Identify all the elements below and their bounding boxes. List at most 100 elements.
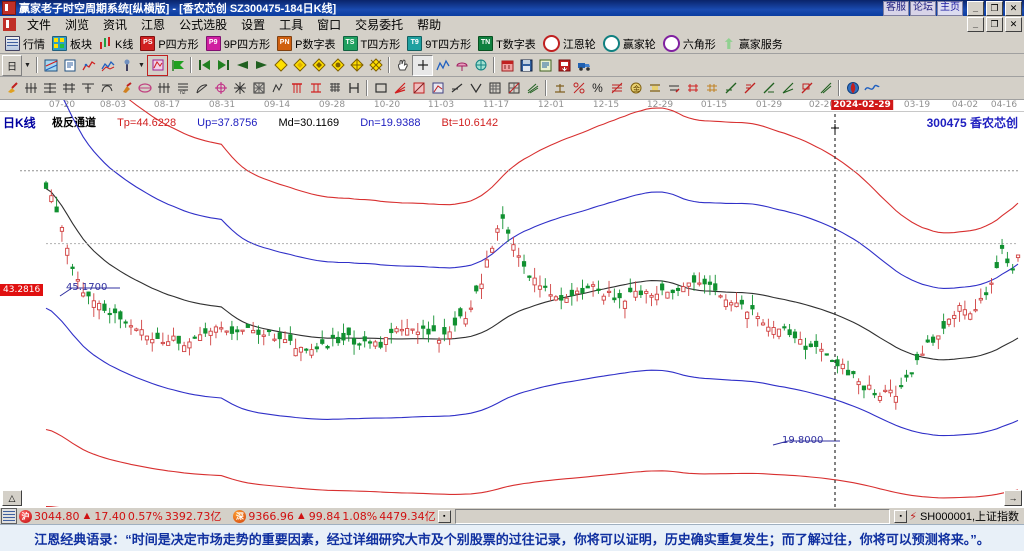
menu-item-file[interactable]: 文件 [27,18,52,32]
truck-icon[interactable] [574,56,593,75]
prev-icon[interactable] [233,56,252,75]
table2-icon[interactable] [504,79,523,98]
calendar-icon[interactable] [498,56,517,75]
homepage-link[interactable]: 主页 [937,0,963,16]
menu-item-window[interactable]: 窗口 [317,18,342,32]
mdi-close-button[interactable]: ✕ [1005,17,1022,32]
p-number-table-button[interactable]: PN P数字表 [275,35,340,53]
zigzag-icon[interactable] [433,56,452,75]
gold-hash-icon[interactable] [702,79,721,98]
overlay-chart-icon[interactable] [98,56,117,75]
percent-pct-icon[interactable] [569,79,588,98]
menu-item-news[interactable]: 资讯 [103,18,128,32]
channel1-icon[interactable] [40,79,59,98]
circle-cross-icon[interactable] [211,79,230,98]
t-square-button[interactable]: TS T四方形 [341,35,406,53]
menu-item-gann[interactable]: 江恩 [141,18,166,32]
wave-icon[interactable]: " [268,79,287,98]
slash6-icon[interactable] [816,79,835,98]
flag-icon[interactable] [168,56,187,75]
diamond2-icon[interactable] [290,56,309,75]
kline-button[interactable]: K线 [97,35,138,53]
slope-icon[interactable] [447,79,466,98]
formula-icon[interactable] [147,54,168,76]
diamond1-icon[interactable] [271,56,290,75]
customer-service-link[interactable]: 客服 [883,0,909,16]
ellipse-icon[interactable] [135,79,154,98]
close-button[interactable]: ✕ [1005,0,1022,16]
quote-button[interactable]: 行情 [3,35,50,53]
menu-item-browse[interactable]: 浏览 [65,18,90,32]
status-quote-icon[interactable] [1,508,17,524]
p9-square-button[interactable]: P9 9P四方形 [204,35,275,53]
diamond6-icon[interactable] [366,56,385,75]
fork-icon[interactable] [78,79,97,98]
fib-icon[interactable]: n2 [173,79,192,98]
gann-fan-icon[interactable] [471,56,490,75]
page-icon[interactable] [428,79,447,98]
status-scroll-button[interactable]: ▪ [437,509,451,523]
gold-circle-icon[interactable]: 金 [626,79,645,98]
crosshair-icon[interactable] [412,54,433,76]
menu-item-formula-screen[interactable]: 公式选股 [179,18,228,32]
scroll-right-button[interactable]: → [1004,490,1022,506]
t9-square-button[interactable]: T9 9T四方形 [405,35,476,53]
net-icon[interactable] [325,79,344,98]
info-icon[interactable] [117,56,136,75]
next-icon[interactable] [252,56,271,75]
gann-wheel-button[interactable]: 江恩轮 [541,34,601,53]
red-bar1-icon[interactable] [287,79,306,98]
mdi-restore-button[interactable]: ❐ [986,17,1003,32]
ladder-icon[interactable] [154,79,173,98]
link-icon[interactable] [344,79,363,98]
fullscreen-icon[interactable] [41,56,60,75]
export-icon[interactable] [555,56,574,75]
valley-icon[interactable] [466,79,485,98]
lines-icon[interactable] [523,79,542,98]
diamond4-icon[interactable] [328,56,347,75]
gold-bar-icon[interactable] [645,79,664,98]
stack-icon[interactable] [607,79,626,98]
info-dropdown-icon[interactable]: ▼ [138,61,145,69]
multi-chart-icon[interactable] [79,56,98,75]
slash4-icon[interactable] [778,79,797,98]
forum-link[interactable]: 论坛 [910,0,936,16]
last-page-icon[interactable] [214,56,233,75]
maximize-button[interactable]: ❐ [986,0,1003,16]
hexagon-button[interactable]: 六角形 [661,34,721,53]
slash3-icon[interactable] [759,79,778,98]
winner-service-button[interactable]: 赢家服务 [721,35,788,53]
menu-item-settings[interactable]: 设置 [241,18,266,32]
percent-icon[interactable]: % [592,81,603,95]
first-page-icon[interactable] [195,56,214,75]
box-icon[interactable] [409,79,428,98]
red-cross-icon[interactable] [683,79,702,98]
square-grid-icon[interactable] [249,79,268,98]
pen-icon[interactable] [664,79,683,98]
globe-icon[interactable] [843,79,862,98]
red-bar2-icon[interactable] [306,79,325,98]
period-day-button[interactable]: 日 [2,54,22,76]
p-square-button[interactable]: PS P四方形 [138,35,203,53]
chart-area[interactable]: 07-20 08-03 08-17 08-31 09-14 09-28 10-2… [0,100,1024,507]
minimize-button[interactable]: _ [967,0,984,16]
magnet-icon[interactable] [116,79,135,98]
notes-icon[interactable] [536,56,555,75]
wave2-icon[interactable] [862,79,881,98]
umbrella-icon[interactable] [452,56,471,75]
period-dropdown-icon[interactable]: ▼ [24,61,31,69]
price-chart-svg[interactable] [0,100,1024,507]
rect-icon[interactable] [371,79,390,98]
menu-item-help[interactable]: 帮助 [417,18,442,32]
diamond3-icon[interactable] [309,56,328,75]
hand-icon[interactable] [393,56,412,75]
brush-icon[interactable] [2,79,21,98]
status-input-field[interactable] [454,508,891,524]
t-number-table-button[interactable]: TN T数字表 [476,35,541,53]
channel2-icon[interactable] [59,79,78,98]
slash5-icon[interactable] [797,79,816,98]
slash2-icon[interactable] [740,79,759,98]
diamond5-icon[interactable] [347,56,366,75]
menu-item-trade[interactable]: 交易委托 [355,18,404,32]
menu-item-tools[interactable]: 工具 [279,18,304,32]
